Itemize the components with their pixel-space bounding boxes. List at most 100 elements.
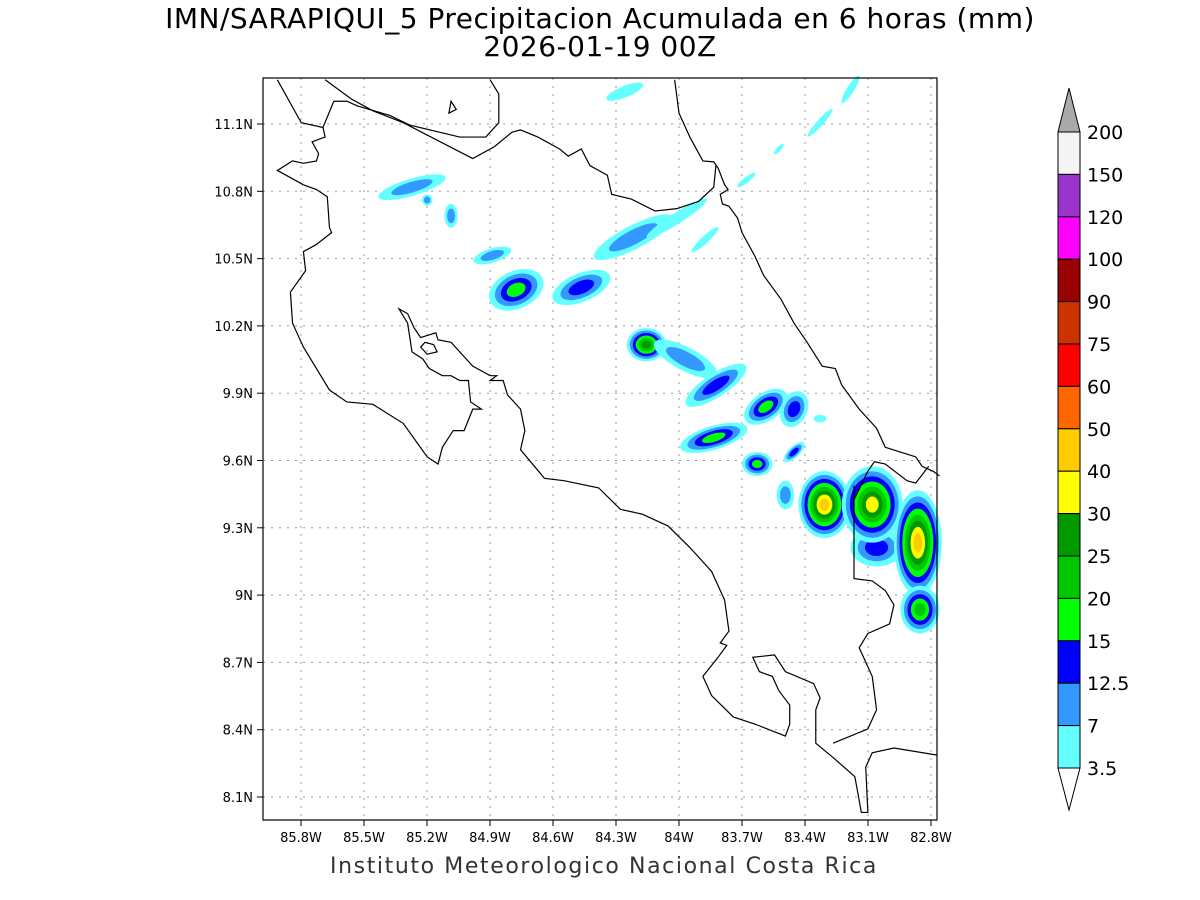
colorbar-swatch	[1057, 682, 1081, 727]
precip-contour	[447, 208, 456, 224]
lat-tick-label: 9.3N	[223, 522, 253, 537]
colorbar-label: 100	[1087, 249, 1123, 271]
map-title: IMN/SARAPIQUI_5 Precipitacion Acumulada …	[165, 2, 1035, 35]
precip-contour	[774, 143, 784, 155]
lat-tick-label: 9N	[235, 589, 253, 604]
precipitation-cell	[841, 466, 903, 543]
precipitation-cell	[900, 585, 940, 634]
colorbar-swatch	[1057, 725, 1081, 769]
colorbar-swatch	[1057, 343, 1081, 387]
precip-contour	[780, 486, 791, 504]
precip-contour	[568, 279, 595, 296]
lat-tick-label: 10.5N	[214, 253, 253, 268]
precip-contour	[606, 82, 644, 101]
precipitation-cell	[606, 82, 644, 101]
precipitation-cell	[593, 214, 674, 261]
precip-contour	[702, 375, 730, 395]
precip-contour	[646, 198, 708, 238]
colorbar-label: 150	[1087, 164, 1123, 186]
precipitation-cell	[421, 194, 433, 206]
precip-contour	[641, 340, 652, 349]
graticule	[263, 78, 937, 820]
precipitation-cell	[807, 109, 833, 137]
precip-contour	[506, 282, 526, 298]
precipitation-cell	[774, 143, 784, 155]
precipitation-cell	[626, 327, 666, 362]
lon-tick-label: 83.1W	[847, 831, 889, 846]
colorbar-swatch	[1057, 513, 1081, 557]
colorbar-swatch	[1057, 216, 1081, 260]
colorbar-label: 40	[1087, 461, 1111, 483]
precipitation-cell	[779, 391, 809, 428]
precip-contour	[609, 223, 658, 252]
colorbar-swatch	[1057, 428, 1081, 472]
precip-contour	[841, 75, 860, 104]
colorbar-label: 25	[1087, 546, 1111, 568]
lon-tick-label: 83.7W	[721, 831, 763, 846]
precipitation-cell	[691, 227, 719, 253]
precipitation-cell	[444, 203, 458, 228]
precipitation-cell	[798, 471, 851, 538]
lon-tick-label: 84.6W	[532, 831, 574, 846]
precip-contour	[737, 172, 756, 188]
precip-contour	[751, 459, 763, 469]
colorbar-label: 20	[1087, 588, 1111, 610]
precip-contour	[807, 109, 833, 137]
precipitation-field	[378, 75, 942, 634]
lon-tick-label: 85.5W	[343, 831, 385, 846]
precip-contour	[691, 227, 719, 253]
lat-tick-label: 10.8N	[214, 185, 253, 200]
colorbar-swatch	[1057, 173, 1081, 218]
colorbar-over-arrow	[1057, 87, 1081, 133]
coastline	[277, 80, 939, 813]
colorbar: 200 150 120 100 90 75 60 50 40 30 25 20 15 12.5 7 3.5	[1057, 87, 1129, 812]
colorbar-swatch	[1057, 131, 1081, 175]
colorbar-label: 90	[1087, 292, 1111, 314]
precipitation-cell	[741, 452, 773, 476]
colorbar-swatch	[1057, 470, 1081, 515]
colorbar-swatch	[1057, 597, 1081, 642]
colorbar-label: 7	[1087, 716, 1099, 738]
institution-credit: Instituto Meteorologico Nacional Costa R…	[330, 854, 878, 879]
colorbar-label: 200	[1087, 122, 1123, 144]
colorbar-label: 30	[1087, 504, 1111, 526]
precip-contour	[865, 496, 879, 513]
precipitation-cell	[893, 490, 942, 596]
lat-tick-label: 9.6N	[223, 455, 253, 470]
precipitation-cell	[378, 174, 446, 201]
colorbar-label: 50	[1087, 419, 1111, 441]
precipitation-cell	[488, 268, 544, 311]
colorbar-swatch	[1057, 258, 1081, 303]
precipitation-cell	[744, 388, 788, 425]
precip-contour	[480, 249, 504, 261]
precipitation-cell	[783, 441, 805, 463]
precip-contour	[819, 498, 830, 511]
lat-tick-label: 10.2N	[214, 320, 253, 335]
precip-contour	[813, 414, 827, 423]
lat-tick-label: 9.9N	[223, 387, 253, 402]
map-date: 2026-01-19 00Z	[483, 30, 717, 63]
colorbar-label: 60	[1087, 376, 1111, 398]
colorbar-label: 120	[1087, 207, 1123, 229]
colorbar-swatch	[1057, 385, 1081, 430]
precip-contour	[758, 400, 774, 414]
lon-tick-label: 82.8W	[910, 831, 952, 846]
precipitation-cell	[776, 480, 795, 510]
axis-ticks: 85.8W 85.5W 85.2W 84.9W 84.6W 84.3W 84W 83.7W 83…	[214, 118, 952, 846]
colorbar-swatch	[1057, 640, 1081, 684]
precip-contour	[423, 196, 431, 204]
precipitation-cell	[841, 75, 860, 104]
precip-contour	[789, 447, 799, 457]
lat-tick-label: 8.7N	[223, 656, 253, 671]
precipitation-cell	[552, 269, 611, 306]
colorbar-label: 75	[1087, 334, 1111, 356]
lon-tick-label: 85.2W	[406, 831, 448, 846]
precip-contour	[864, 539, 889, 557]
lat-tick-label: 11.1N	[214, 118, 253, 133]
precipitation-cell	[473, 246, 512, 265]
lat-tick-label: 8.4N	[223, 724, 253, 739]
precip-contour	[914, 602, 926, 617]
precip-contour	[391, 179, 433, 196]
precipitation-cell	[685, 363, 747, 407]
